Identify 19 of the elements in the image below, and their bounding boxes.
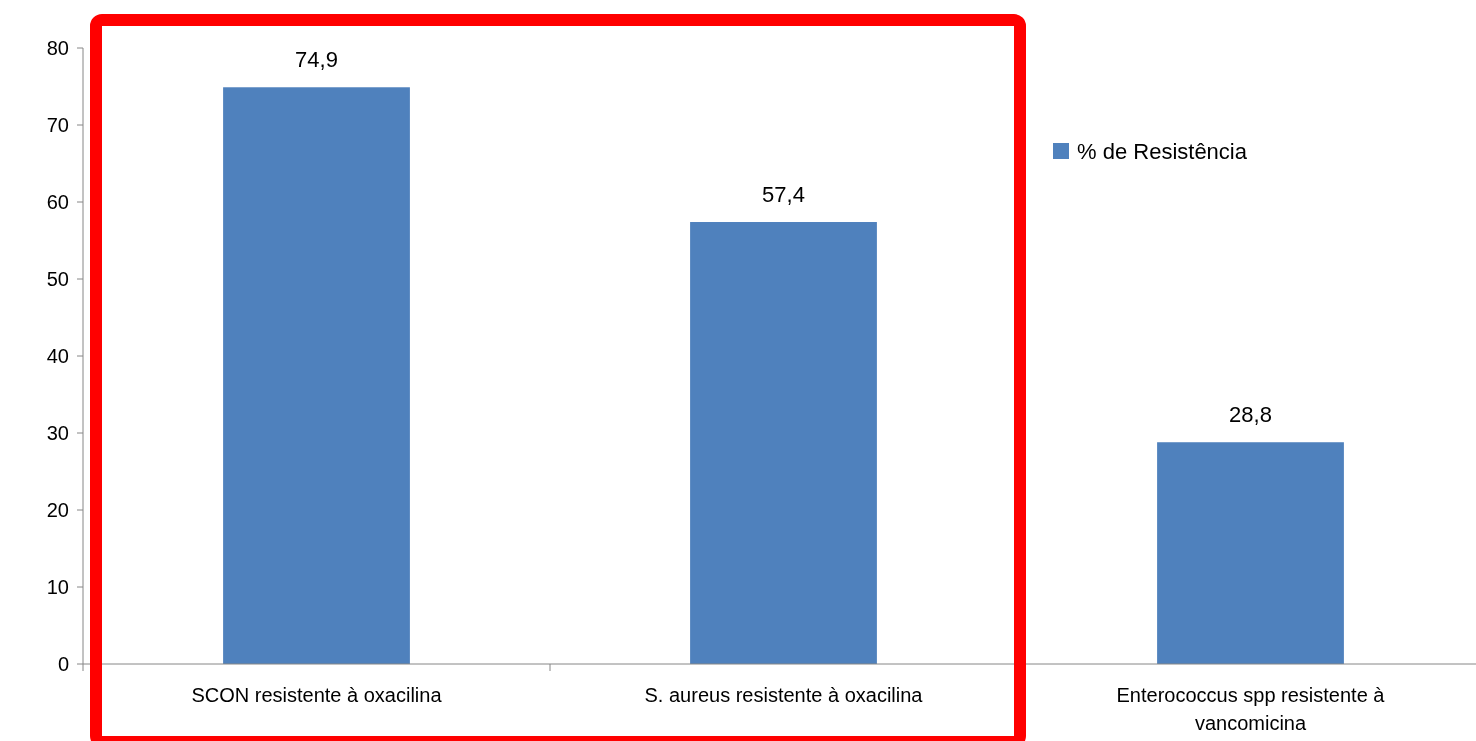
text: 57,4 [762,182,805,208]
x-tick-label: S. aureus resistente à oxacilina [644,684,924,706]
y-tick-label: 10 [46,576,69,598]
bar [1157,442,1344,664]
y-tick-label: 20 [46,499,69,521]
x-tick-label: SCON resistente à oxacilina [191,684,443,706]
text: 74,9 [295,47,338,73]
text: 28,8 [1229,402,1272,428]
y-tick-label: 60 [46,191,69,213]
y-tick-label: 0 [57,653,69,675]
y-tick-label: 30 [46,422,69,444]
y-tick-label: 50 [46,268,69,290]
y-tick-label: 40 [46,345,69,367]
legend-label: % de Resistência [1077,138,1248,164]
x-tick-label: Enterococcus spp resistente à vancomicina [1116,684,1386,734]
y-tick-label: 70 [46,114,69,136]
bar [223,87,410,664]
y-tick-label: 80 [46,37,69,59]
bar [690,222,877,664]
